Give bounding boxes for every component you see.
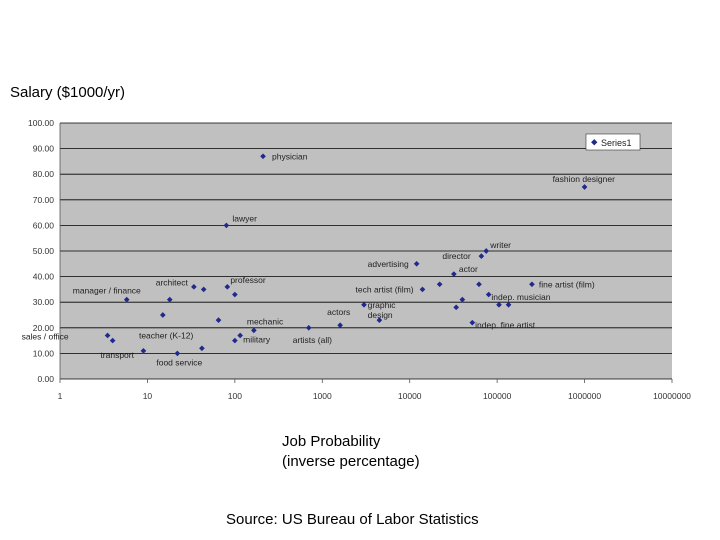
data-point (376, 317, 383, 323)
data-point (199, 345, 205, 352)
y-tick-label: 30.00 (33, 297, 55, 307)
point-label: artists (all) (293, 335, 332, 345)
data-point (478, 253, 485, 259)
annotation-label: indep. musician (491, 292, 550, 302)
point-label: lawyer (232, 213, 257, 223)
x-tick-label: 1 (58, 391, 63, 401)
data-point (496, 301, 502, 308)
point-label: fine artist (film) (539, 279, 595, 289)
point-label: physician (272, 151, 308, 161)
x-tick-labels: 1 10 100 1000 10000 100000 1000000 10000000 (58, 391, 692, 401)
x-axis-title-line1: Job Probability (282, 433, 381, 450)
data-point (436, 281, 443, 288)
data-point (200, 286, 207, 293)
x-tick-label: 10000 (398, 391, 422, 401)
data-point (260, 153, 266, 160)
point-label: military (243, 334, 271, 344)
data-point (459, 296, 466, 303)
x-axis-title: Job Probability (inverse percentage) (282, 432, 420, 472)
data-point (483, 248, 490, 254)
data-point (237, 332, 243, 339)
point-label: sales / office (22, 331, 69, 341)
annotation-label: graphic (368, 300, 397, 310)
point-label: writer (489, 240, 511, 250)
y-tick-label: 90.00 (33, 144, 55, 154)
annotation-label: indep. fine artist (475, 320, 536, 330)
x-tick-label: 10 (143, 391, 153, 401)
gridlines (59, 122, 673, 383)
scatter-chart: 0.00 10.00 20.00 30.00 40.00 50.00 60.00 70.00 8… (22, 118, 692, 401)
data-point (174, 350, 181, 357)
point-labels: sales / office manager / finance transport… (22, 151, 616, 367)
annotation-label: tech artist (film) (356, 284, 414, 294)
x-tick-label: 1000 (313, 391, 332, 401)
data-point (223, 222, 230, 229)
point-label: mechanic (247, 316, 284, 326)
legend-box (585, 133, 641, 151)
legend: Series1 (585, 133, 641, 151)
point-label: food service (156, 357, 202, 367)
y-tick-label: 50.00 (33, 246, 55, 256)
x-tick-label: 100 (228, 391, 242, 401)
data-point (191, 284, 197, 290)
data-points (104, 153, 588, 357)
data-point (109, 337, 116, 344)
data-point (224, 284, 231, 290)
point-label: actor (459, 264, 478, 274)
data-point (232, 291, 238, 298)
y-tick-label: 40.00 (33, 272, 55, 282)
data-point (453, 304, 460, 311)
y-axis-title: Salary ($1000/yr) (10, 84, 126, 101)
data-point (123, 296, 130, 303)
y-tick-label: 0.00 (37, 374, 54, 384)
y-tick-label: 20.00 (33, 323, 55, 333)
data-point (251, 327, 257, 334)
data-point (419, 286, 426, 293)
data-point (305, 324, 312, 331)
data-point (361, 301, 367, 308)
point-label: director (442, 251, 471, 261)
y-tick-labels: 0.00 10.00 20.00 30.00 40.00 50.00 60.00 70.00 8… (28, 118, 54, 384)
data-point (529, 281, 535, 288)
x-tick-label: 10000000 (653, 391, 691, 401)
annotation-label: design (368, 310, 393, 320)
x-tick-label: 100000 (483, 391, 512, 401)
point-label: advertising (368, 259, 409, 269)
data-point (104, 332, 111, 339)
point-label: actors (327, 307, 350, 317)
data-point (140, 348, 147, 354)
data-point (485, 291, 492, 298)
x-tick-label: 1000000 (568, 391, 601, 401)
y-tick-label: 60.00 (33, 220, 55, 230)
data-point (159, 312, 166, 318)
data-point (505, 301, 512, 308)
y-tick-label: 80.00 (33, 169, 55, 179)
data-point (166, 296, 173, 303)
point-label: professor (230, 275, 266, 285)
y-tick-label: 100.00 (28, 118, 54, 128)
data-point (413, 260, 420, 267)
y-tick-label: 70.00 (33, 195, 55, 205)
annotation-label: teacher (K-12) (139, 330, 193, 340)
data-point (476, 281, 482, 288)
x-axis-title-line2: (inverse percentage) (282, 453, 420, 470)
data-point (581, 184, 588, 190)
legend-label: Series1 (601, 138, 632, 148)
point-label: fashion designer (553, 174, 616, 184)
data-point (232, 337, 238, 344)
data-point (337, 322, 343, 329)
y-tick-label: 10.00 (33, 348, 55, 358)
source-note: Source: US Bureau of Labor Statistics (226, 511, 479, 528)
data-point (469, 319, 476, 326)
point-label: manager / finance (73, 286, 141, 296)
data-point (215, 317, 222, 323)
point-label: architect (156, 278, 189, 288)
point-label: transport (100, 350, 134, 360)
data-point (451, 271, 457, 277)
